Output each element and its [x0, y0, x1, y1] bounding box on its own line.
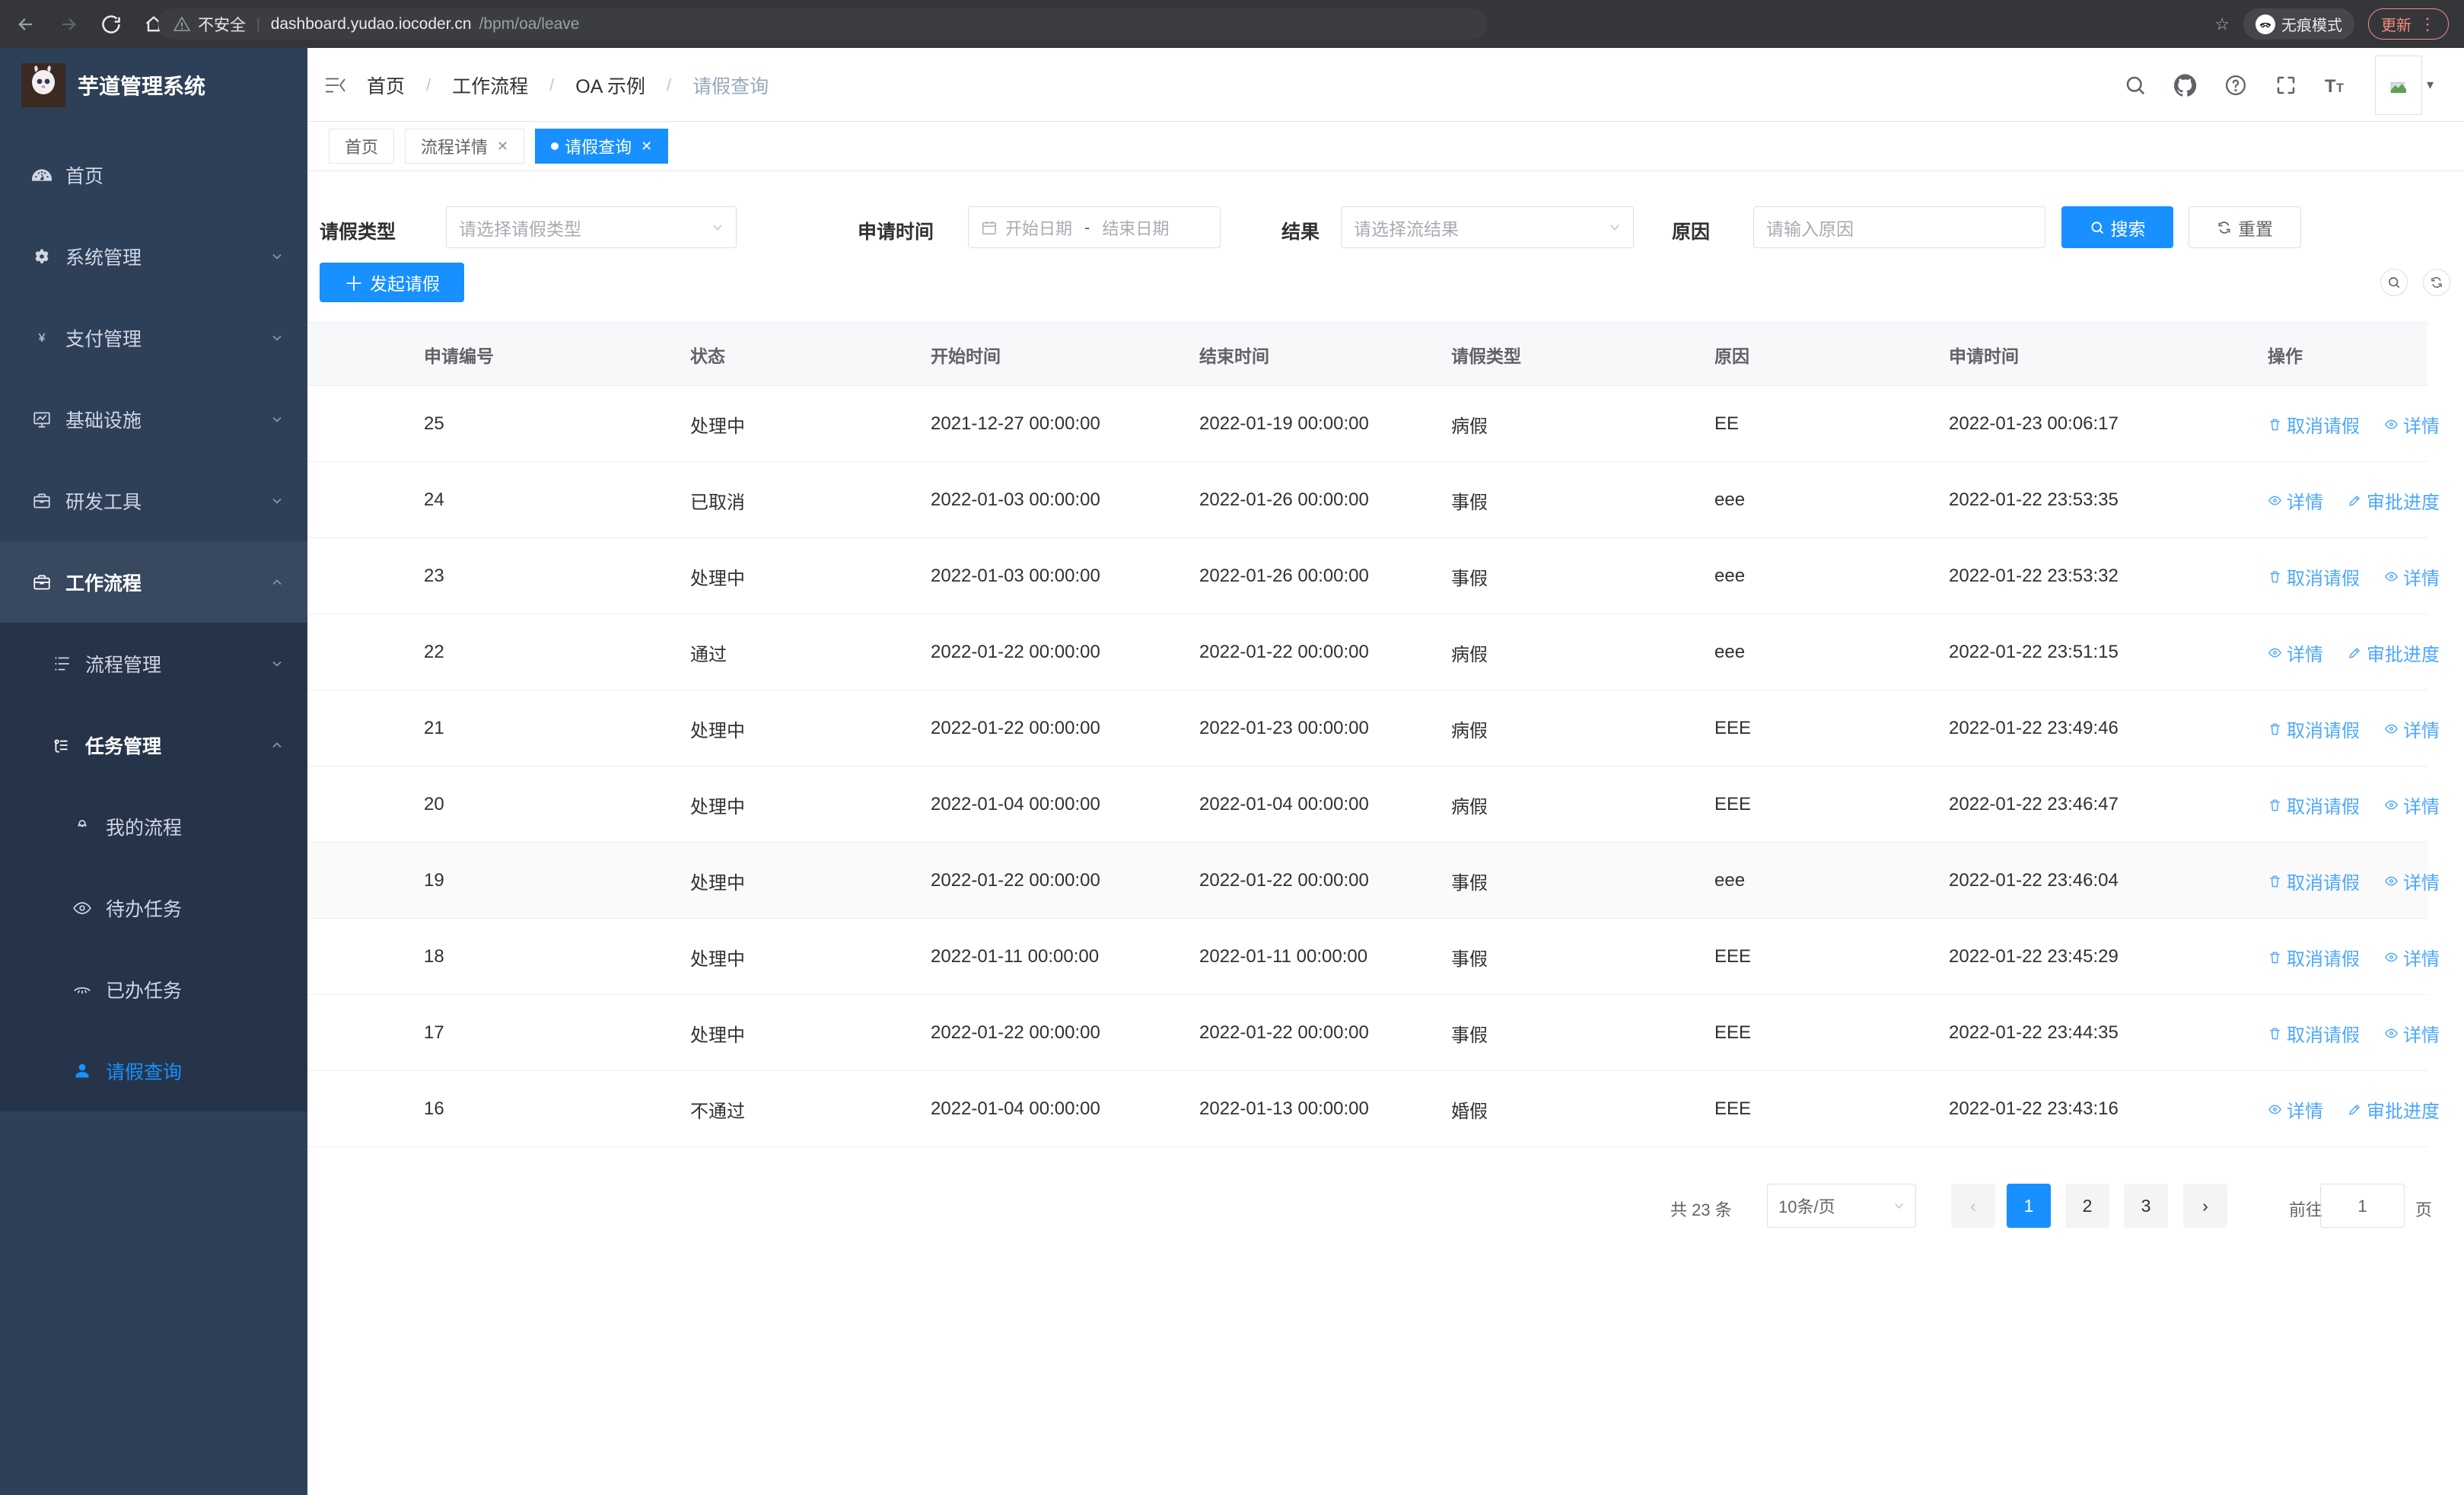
svg-text:¥: ¥ [38, 331, 46, 344]
svg-text:T: T [2325, 75, 2336, 96]
svg-text:T: T [2336, 81, 2344, 94]
